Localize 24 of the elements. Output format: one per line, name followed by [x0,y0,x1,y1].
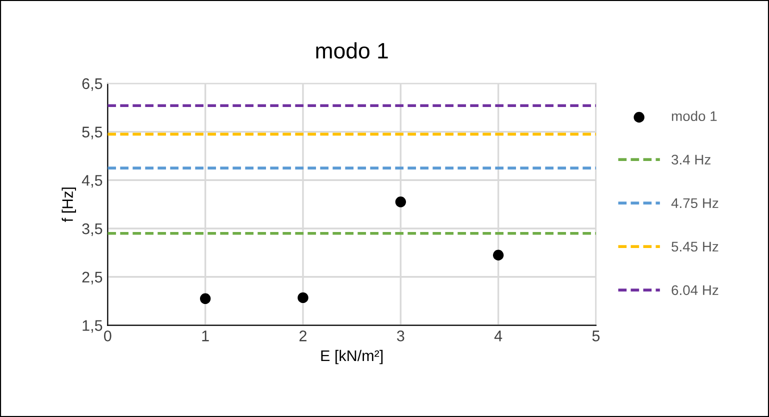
x-axis-title: E [kN/m²] [321,350,383,364]
point [395,196,406,208]
point [298,292,308,304]
point [492,250,504,260]
x-tick-label: 3 [396,330,404,342]
x-tick-label: 2 [300,330,306,342]
x-tick-label: 4 [494,330,502,342]
legend-label: 5.45 Hz [672,242,718,252]
legend-label: modo 1 [672,110,717,122]
legend-label: 4.75 Hz [671,198,718,208]
legend-label: 6.04 Hz [672,285,718,296]
point [200,293,211,304]
y-axis-title: f [Hz] [62,188,76,222]
y-tick-label: 2,5 [82,272,102,284]
y-tick-label: 6,5 [82,78,102,91]
y-tick-label: 5,5 [82,126,102,140]
chart-title: modo 1 [316,42,388,59]
legend-label: 3.4 Hz [672,154,710,165]
y-tick-label: 1,5 [82,320,102,333]
x-tick-label: 0 [104,330,112,342]
x-tick-label: 1 [202,330,209,342]
y-tick-label: 3,5 [82,223,102,236]
y-tick-label: 4,5 [82,175,102,188]
x-tick-label: 5 [592,330,600,342]
